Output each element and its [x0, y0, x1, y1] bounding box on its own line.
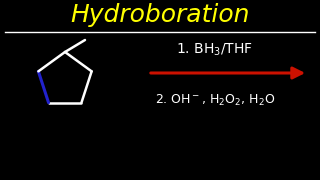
Text: Hydroboration: Hydroboration — [70, 3, 250, 27]
Text: 1. BH$_3$/THF: 1. BH$_3$/THF — [176, 42, 253, 58]
Text: 2. OH$^-$, H$_2$O$_2$, H$_2$O: 2. OH$^-$, H$_2$O$_2$, H$_2$O — [155, 93, 275, 107]
